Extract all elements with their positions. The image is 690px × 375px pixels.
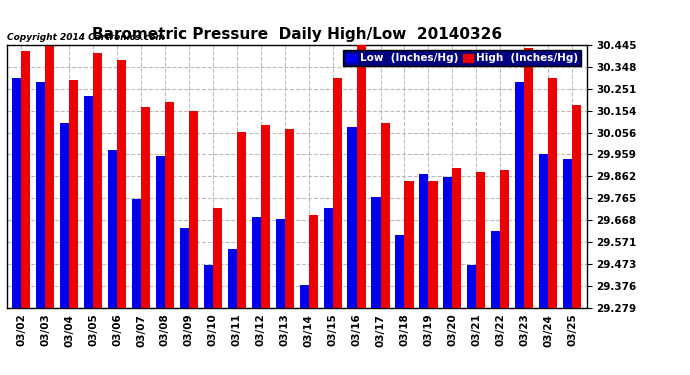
Bar: [21, 51, 30, 375]
Bar: [515, 82, 524, 375]
Bar: [189, 111, 198, 375]
Bar: [12, 78, 21, 375]
Bar: [252, 217, 261, 375]
Bar: [69, 80, 78, 375]
Bar: [491, 231, 500, 375]
Bar: [371, 197, 380, 375]
Bar: [180, 228, 189, 375]
Bar: [500, 170, 509, 375]
Bar: [420, 174, 428, 375]
Bar: [428, 181, 437, 375]
Bar: [213, 208, 222, 375]
Bar: [285, 129, 294, 375]
Bar: [141, 107, 150, 375]
Bar: [443, 177, 453, 375]
Bar: [572, 105, 581, 375]
Bar: [165, 102, 174, 375]
Bar: [395, 235, 404, 375]
Bar: [348, 127, 357, 375]
Bar: [333, 78, 342, 375]
Bar: [476, 172, 486, 375]
Bar: [524, 48, 533, 375]
Bar: [275, 219, 285, 375]
Bar: [117, 60, 126, 375]
Bar: [324, 208, 333, 375]
Legend: Low  (Inches/Hg), High  (Inches/Hg): Low (Inches/Hg), High (Inches/Hg): [344, 50, 581, 66]
Bar: [299, 285, 308, 375]
Bar: [380, 123, 390, 375]
Bar: [357, 44, 366, 375]
Title: Barometric Pressure  Daily High/Low  20140326: Barometric Pressure Daily High/Low 20140…: [92, 27, 502, 42]
Bar: [36, 82, 46, 375]
Bar: [132, 199, 141, 375]
Bar: [467, 264, 476, 375]
Bar: [84, 96, 93, 375]
Bar: [453, 168, 462, 375]
Bar: [60, 123, 69, 375]
Bar: [261, 125, 270, 375]
Text: Copyright 2014 Cartronics.com: Copyright 2014 Cartronics.com: [7, 33, 165, 42]
Bar: [228, 249, 237, 375]
Bar: [108, 150, 117, 375]
Bar: [237, 132, 246, 375]
Bar: [563, 159, 572, 375]
Bar: [93, 53, 102, 375]
Bar: [404, 181, 413, 375]
Bar: [548, 78, 558, 375]
Bar: [156, 156, 165, 375]
Bar: [539, 154, 548, 375]
Bar: [204, 264, 213, 375]
Bar: [46, 46, 55, 375]
Bar: [308, 215, 318, 375]
